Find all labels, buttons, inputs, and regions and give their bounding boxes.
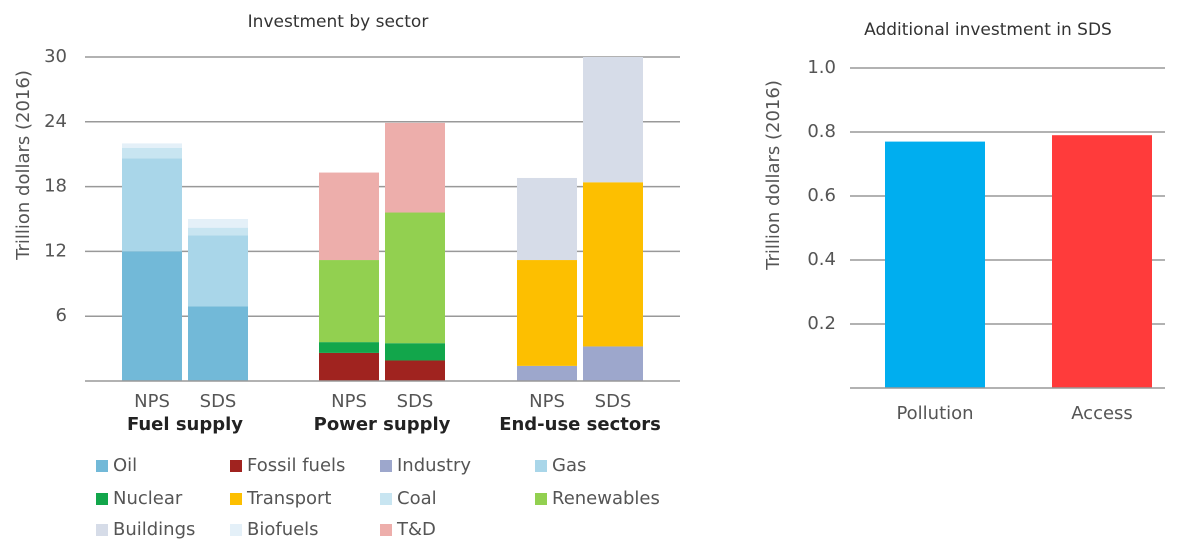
group-label: Fuel supply	[127, 414, 243, 435]
x-tick-label: NPS	[331, 391, 367, 412]
x-tick-label: SDS	[595, 391, 632, 412]
bar-segment	[122, 147, 182, 159]
legend-swatch	[96, 493, 108, 505]
bar	[1052, 135, 1152, 388]
bar-segment	[385, 360, 445, 381]
bar-segment	[385, 122, 445, 213]
bar-segment	[319, 342, 379, 353]
legend-swatch	[96, 460, 108, 472]
bar-segment	[122, 158, 182, 252]
y-tick-label: 30	[44, 46, 67, 67]
legend-label: Transport	[246, 488, 331, 509]
bar-segment	[122, 251, 182, 381]
legend-swatch	[380, 524, 392, 536]
bar-segment	[517, 260, 577, 366]
legend-label: Industry	[397, 455, 471, 476]
legend-label: Renewables	[552, 488, 660, 509]
legend-swatch	[535, 460, 547, 472]
y-axis-label: Trillion dollars (2016)	[13, 70, 34, 261]
x-tick-label: SDS	[200, 391, 237, 412]
x-tick-label: Access	[1071, 403, 1133, 424]
y-tick-label: 18	[44, 176, 67, 197]
y-tick-label: 0.6	[807, 185, 836, 206]
legend-label: Gas	[552, 455, 586, 476]
y-tick-label: 6	[56, 305, 67, 326]
bar-segment	[188, 219, 248, 228]
bar	[885, 141, 985, 388]
legend-swatch	[230, 493, 242, 505]
bar-segment	[188, 306, 248, 381]
legend-label: Buildings	[113, 519, 195, 540]
legend-label: Nuclear	[113, 488, 183, 509]
bar-segment	[319, 352, 379, 381]
bar-segment	[583, 182, 643, 347]
chart-title: Additional investment in SDS	[864, 20, 1112, 40]
bar-segment	[122, 143, 182, 148]
y-tick-label: 1.0	[807, 57, 836, 78]
legend-swatch	[535, 493, 547, 505]
legend-swatch	[380, 493, 392, 505]
bar-segment	[517, 177, 577, 261]
legend-label: Biofuels	[247, 519, 319, 540]
bar-segment	[188, 235, 248, 307]
legend-label: Fossil fuels	[247, 455, 345, 476]
x-tick-label: NPS	[529, 391, 565, 412]
bar-segment	[517, 365, 577, 381]
group-label: Power supply	[314, 414, 451, 435]
legend-swatch	[230, 460, 242, 472]
y-tick-label: 0.8	[807, 121, 836, 142]
y-tick-label: 0.4	[807, 249, 836, 270]
bar-segment	[583, 57, 643, 183]
y-tick-label: 0.2	[807, 313, 836, 334]
group-label: End-use sectors	[499, 414, 661, 435]
bar-segment	[188, 227, 248, 236]
legend-label: T&D	[396, 519, 436, 540]
bar-segment	[583, 346, 643, 381]
bar-segment	[385, 212, 445, 344]
x-tick-label: Pollution	[896, 403, 973, 424]
x-tick-label: SDS	[397, 391, 434, 412]
legend-label: Oil	[113, 455, 137, 476]
y-tick-label: 24	[44, 111, 67, 132]
legend-label: Coal	[397, 488, 437, 509]
y-tick-label: 12	[44, 240, 67, 261]
y-axis-label: Trillion dollars (2016)	[763, 80, 784, 271]
legend-swatch	[380, 460, 392, 472]
legend-swatch	[230, 524, 242, 536]
x-tick-label: NPS	[134, 391, 170, 412]
chart-title: Investment by sector	[248, 12, 429, 32]
bar-segment	[319, 260, 379, 343]
bar-segment	[319, 172, 379, 261]
legend-swatch	[96, 524, 108, 536]
bar-segment	[385, 343, 445, 361]
